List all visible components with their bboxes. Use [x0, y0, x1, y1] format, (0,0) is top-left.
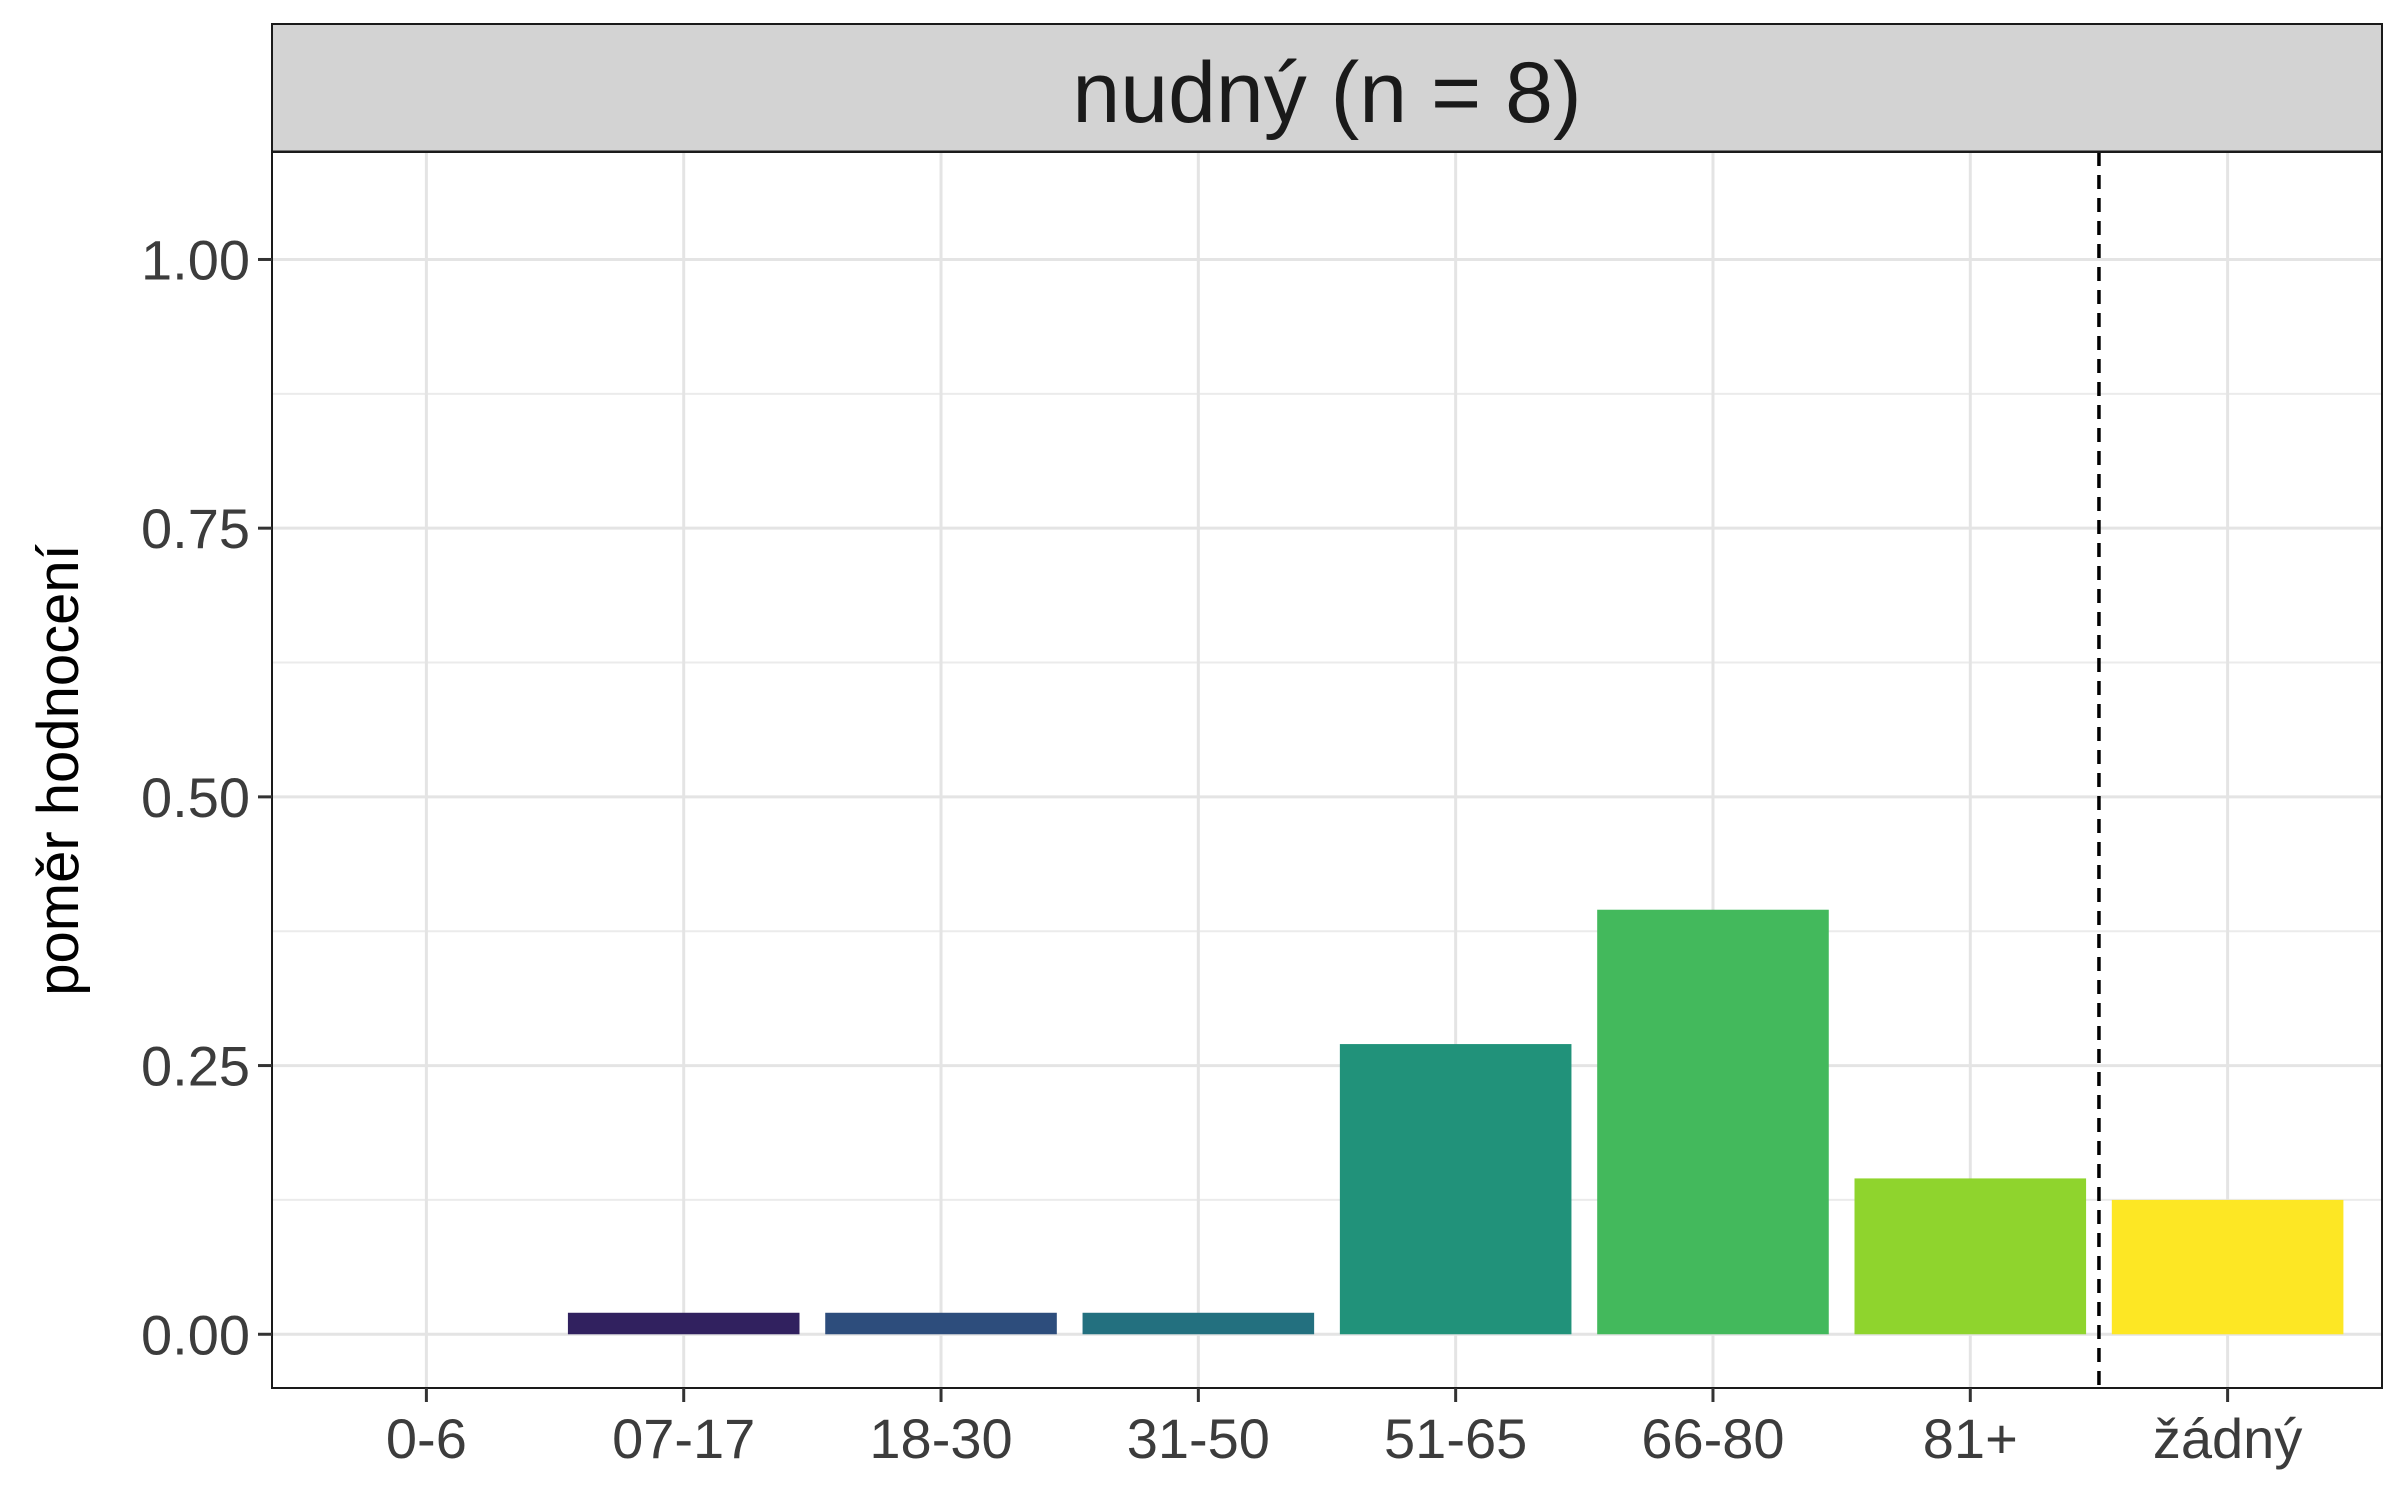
bar-31-50	[1082, 1312, 1315, 1335]
x-tick-label: 18-30	[869, 1407, 1012, 1470]
y-tick-label: 0.50	[141, 766, 250, 829]
x-axis: 0-6 07-17 18-30 31-50 51-65 66-80 81+ žádný	[386, 1388, 2302, 1470]
x-tick-label: 0-6	[386, 1407, 467, 1470]
plot-panel-border	[271, 151, 2383, 1389]
x-tick-label: 31-50	[1127, 1407, 1270, 1470]
x-tick-label: 07-17	[612, 1407, 755, 1470]
x-tick-label: 66-80	[1641, 1407, 1784, 1470]
y-tick-label: 0.00	[141, 1303, 250, 1366]
bar-66-80	[1597, 909, 1829, 1335]
bar-07-17	[567, 1312, 800, 1335]
bar-žádný	[2111, 1199, 2344, 1335]
bar-51-65	[1339, 1044, 1572, 1335]
x-tick-label: 81+	[1923, 1407, 2018, 1470]
facet-strip	[271, 23, 2383, 153]
y-tick-label: 0.75	[141, 497, 250, 560]
bar-81+	[1854, 1178, 2087, 1335]
y-axis: 0.00 0.25 0.50 0.75 1.00	[141, 228, 272, 1366]
y-axis-title: poměr hodnocení	[26, 544, 91, 995]
facet-title: nudný (n = 8)	[1072, 45, 1581, 141]
y-tick-label: 0.25	[141, 1035, 250, 1098]
bar-18-30	[825, 1312, 1057, 1335]
x-tick-label: žádný	[2153, 1407, 2302, 1470]
x-tick-label: 51-65	[1384, 1407, 1527, 1470]
bars	[567, 909, 2344, 1335]
y-tick-label: 1.00	[141, 228, 250, 291]
